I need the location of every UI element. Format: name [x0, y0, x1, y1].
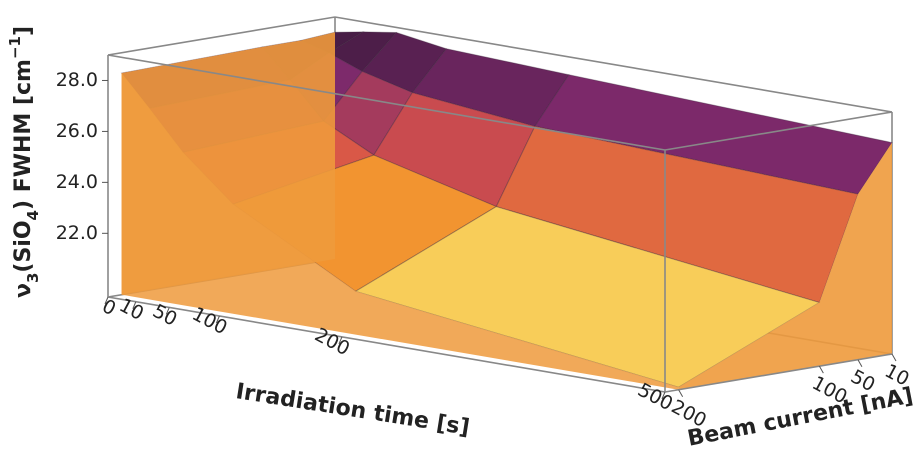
z-axis-title-part: ) FWHM [cm [11, 59, 36, 210]
x-tick-label: 0 [98, 295, 119, 320]
box-edge [664, 111, 893, 151]
z-axis-title-part: ] [11, 26, 36, 36]
z-axis-title-part: (SiO [11, 220, 36, 272]
box-edge [107, 16, 336, 56]
x-tick [215, 315, 220, 324]
y-axis-title: Beam current [nA] [686, 384, 916, 452]
z-axis-title-part: 3 [24, 273, 42, 283]
z-tick-label: 28.0 [56, 69, 98, 91]
right-wall [678, 142, 892, 390]
z-axis-title-part: −1 [6, 36, 24, 59]
x-axis-title: Irradiation time [s] [234, 379, 471, 441]
x-tick [338, 336, 343, 345]
z-axis-title-part: 4 [24, 210, 42, 220]
y-tick [891, 353, 897, 362]
x-tick [132, 301, 137, 309]
z-tick-label: 26.0 [56, 120, 98, 142]
y-tick [678, 389, 684, 397]
y-tick [818, 365, 824, 374]
box-edge [107, 296, 666, 393]
x-tick [165, 307, 170, 315]
wall-layer [121, 32, 892, 390]
front-wall [121, 73, 679, 390]
z-tick-label: 22.0 [56, 222, 98, 244]
box-edge [664, 353, 893, 393]
y-tick [857, 359, 863, 367]
box-edge [334, 16, 893, 113]
x-tick [104, 296, 109, 305]
z-tick-label: 24.0 [56, 171, 98, 193]
x-tick [661, 391, 666, 400]
z-axis-title-part: ν [11, 283, 36, 298]
left-wall [121, 32, 335, 295]
box-edge [107, 54, 666, 151]
z-axis-title: ν3(SiO4) FWHM [cm−1] [6, 26, 42, 298]
